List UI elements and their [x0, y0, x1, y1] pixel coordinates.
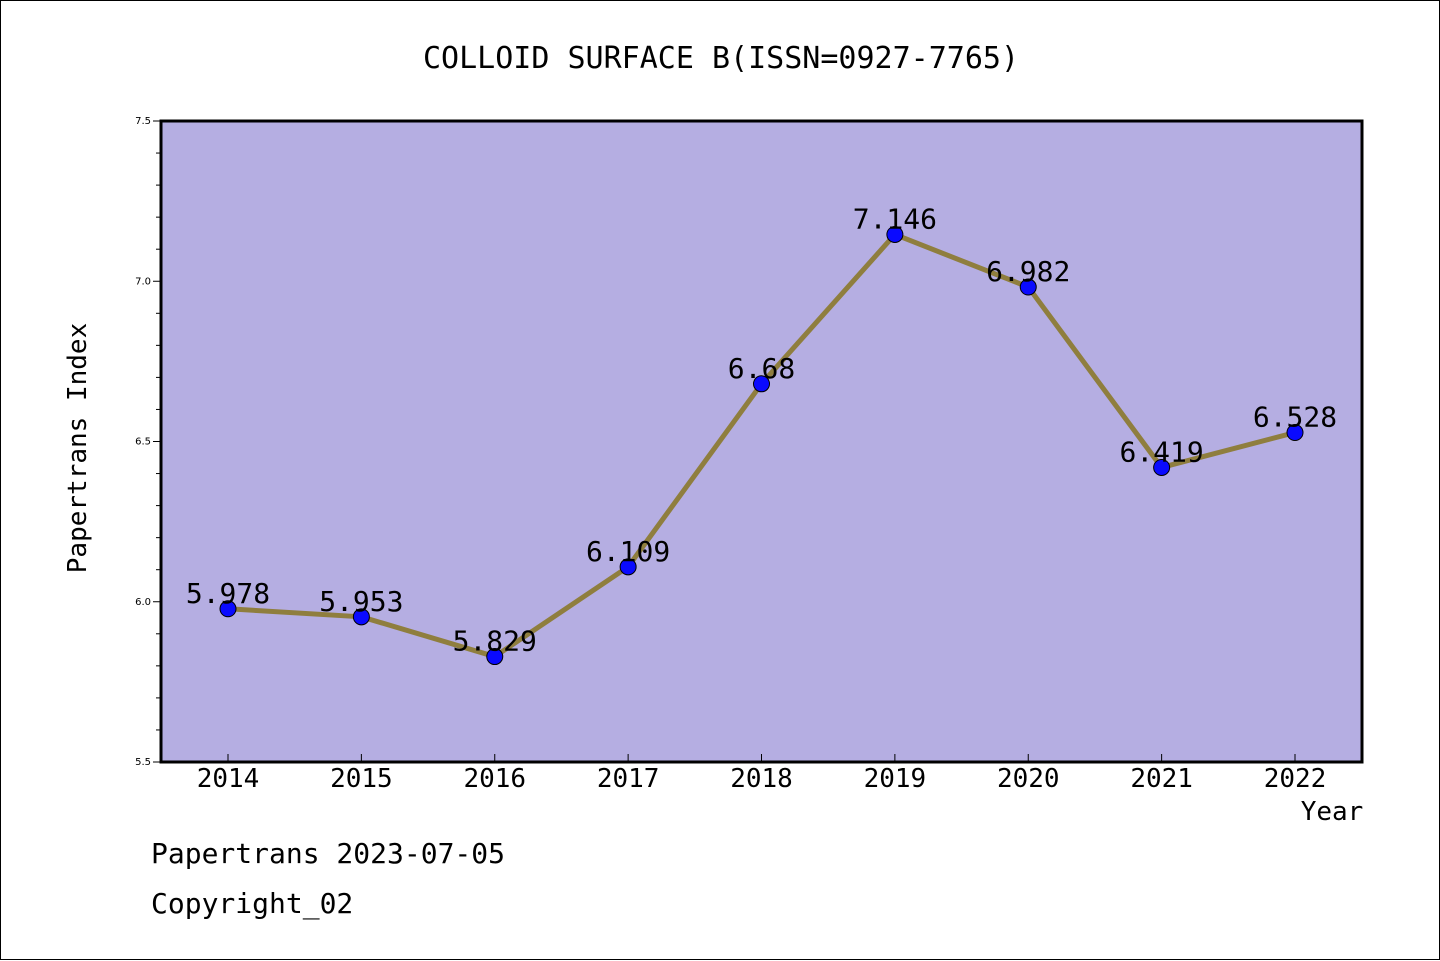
footer-copyright: Copyright_02 [151, 887, 354, 920]
y-tick-label: 6.5 [135, 437, 151, 448]
data-point [619, 558, 637, 576]
chart-title: COLLOID SURFACE B(ISSN=0927-7765) [423, 41, 1019, 76]
data-label: 5.829 [453, 625, 537, 658]
x-tick-label: 2022 [1264, 764, 1327, 794]
y-axis-label: Papertrans Index [63, 323, 93, 573]
data-point [352, 608, 370, 626]
x-tick-label: 2015 [330, 764, 393, 794]
x-tick-label: 2014 [197, 764, 260, 794]
y-axis: 5.5 6.0 6.5 7.0 7.5 [135, 116, 161, 768]
y-tick-label: 6.0 [135, 597, 151, 608]
plot-area [159, 119, 1364, 764]
x-tick-label: 2021 [1130, 764, 1193, 794]
x-axis-label: Year [1301, 797, 1364, 827]
data-label: 5.978 [186, 577, 270, 610]
x-tick-label: 2016 [463, 764, 526, 794]
data-label: 7.146 [853, 202, 937, 235]
y-tick-label: 7.0 [135, 276, 151, 287]
data-label: 6.528 [1253, 401, 1337, 434]
y-tick-label: 5.5 [135, 757, 151, 768]
data-point [219, 600, 237, 618]
data-label: 6.109 [586, 535, 670, 568]
x-tick-label: 2020 [997, 764, 1060, 794]
data-label: 6.982 [986, 255, 1070, 288]
data-point [886, 225, 904, 243]
data-labels: 5.978 5.953 5.829 6.109 6.68 7.146 6.982 6.419 6… [186, 202, 1337, 657]
data-point [1286, 424, 1304, 442]
data-point [753, 375, 770, 393]
data-point [486, 648, 504, 666]
x-tick-label: 2017 [597, 764, 660, 794]
x-axis: 2014 2015 2016 2017 2018 2019 2020 2021 2022 [197, 754, 1327, 794]
data-label: 6.419 [1119, 435, 1203, 468]
data-markers [219, 225, 1304, 666]
footer-date: Papertrans 2023-07-05 [151, 837, 506, 870]
y-tick-label: 7.5 [135, 116, 151, 127]
data-point [1019, 278, 1037, 296]
x-tick-label: 2018 [730, 764, 793, 794]
data-label: 5.953 [319, 585, 403, 618]
data-label: 6.68 [728, 352, 795, 385]
x-tick-label: 2019 [864, 764, 927, 794]
data-point [1153, 458, 1171, 476]
